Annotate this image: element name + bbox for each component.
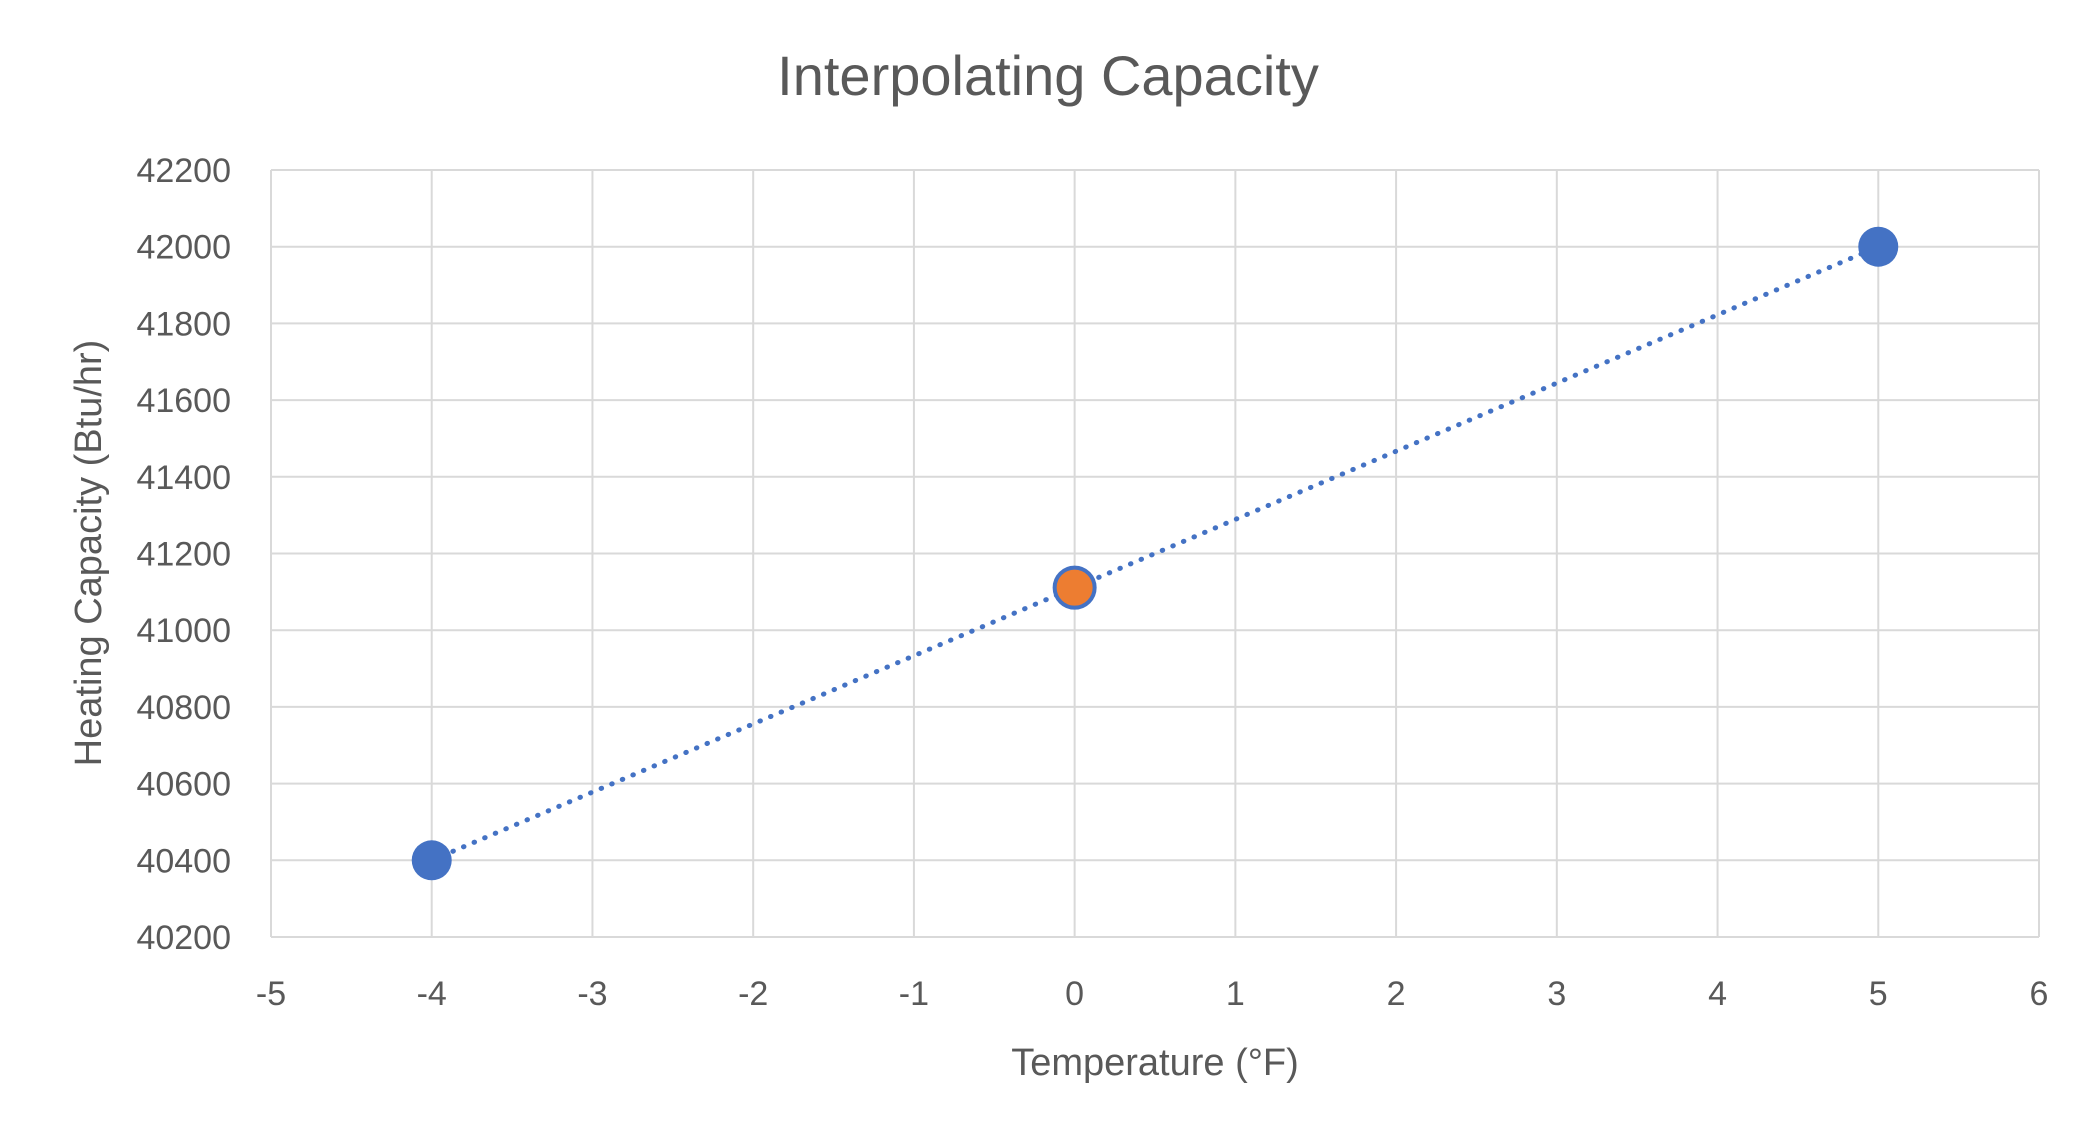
x-tick-label: -3 bbox=[577, 975, 607, 1013]
y-tick-label: 41000 bbox=[136, 612, 231, 650]
data-point-series-1 bbox=[1858, 226, 1899, 267]
chart-title: Interpolating Capacity bbox=[777, 44, 1319, 107]
trend-lines bbox=[429, 244, 1881, 863]
y-tick-label: 41800 bbox=[136, 305, 231, 343]
x-tick-label: -4 bbox=[417, 975, 447, 1013]
x-tick-label: 5 bbox=[1869, 975, 1888, 1013]
y-tick-label: 40800 bbox=[136, 689, 231, 727]
x-axis-title: Temperature (°F) bbox=[1011, 1042, 1299, 1084]
x-tick-label: -1 bbox=[899, 975, 929, 1013]
x-tick-label: 6 bbox=[2030, 975, 2049, 1013]
y-tick-label: 40600 bbox=[136, 766, 231, 804]
x-tick-label: 1 bbox=[1226, 975, 1245, 1013]
x-tick-label: 3 bbox=[1547, 975, 1566, 1013]
y-axis-title: Heating Capacity (Btu/hr) bbox=[68, 340, 110, 767]
x-tick-label: 4 bbox=[1708, 975, 1727, 1013]
x-tick-label: 2 bbox=[1387, 975, 1406, 1013]
y-tick-label: 41600 bbox=[136, 382, 231, 420]
trend-line bbox=[429, 244, 1881, 863]
x-tick-label: -2 bbox=[738, 975, 768, 1013]
y-tick-label: 40400 bbox=[136, 842, 231, 880]
data-point-series-2 bbox=[1052, 565, 1097, 610]
y-axis-ticks: 40200 40400 40600 40800 41000 41200 41400 41600… bbox=[136, 152, 231, 957]
x-axis-ticks: -5 -4 -3 -2 -1 0 1 2 3 4 5 6 bbox=[256, 975, 2049, 1013]
y-tick-label: 40200 bbox=[136, 919, 231, 957]
data-point-series-1 bbox=[411, 840, 452, 881]
y-tick-label: 41400 bbox=[136, 459, 231, 497]
y-tick-label: 42000 bbox=[136, 229, 231, 267]
y-tick-label: 42200 bbox=[136, 152, 231, 190]
x-tick-label: -5 bbox=[256, 975, 286, 1013]
data-points bbox=[411, 226, 1899, 881]
grid-lines bbox=[270, 169, 2040, 938]
y-tick-label: 41200 bbox=[136, 536, 231, 574]
x-tick-label: 0 bbox=[1065, 975, 1084, 1013]
